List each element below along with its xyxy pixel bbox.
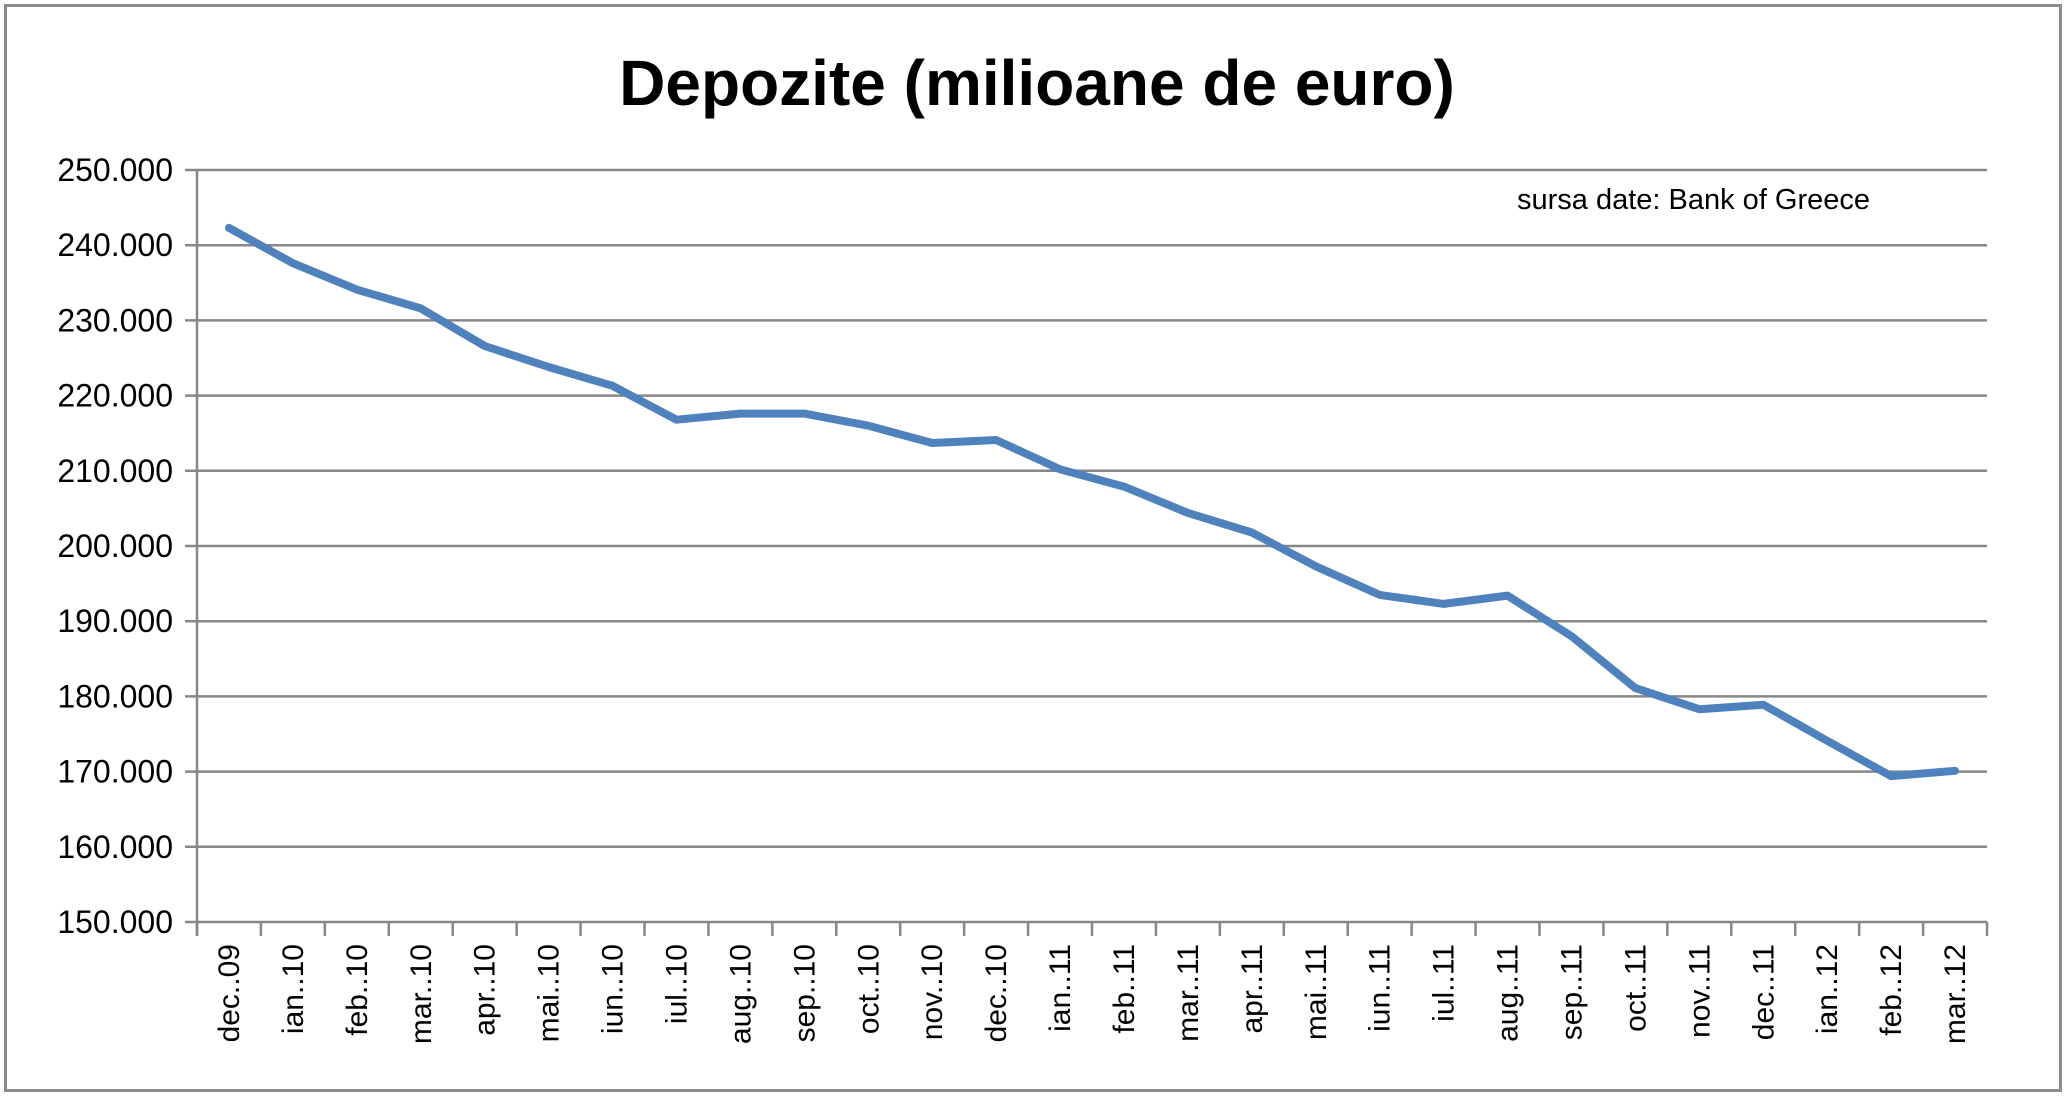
y-tick-label: 170.000 (57, 754, 173, 790)
gridlines (185, 168, 1987, 849)
data-point (1888, 773, 1895, 780)
data-point (1760, 701, 1767, 708)
y-tick-label: 190.000 (57, 603, 173, 639)
data-point (545, 364, 552, 371)
x-tick-label: oct..10 (852, 944, 885, 1034)
x-tick-label: apr..10 (469, 944, 502, 1036)
chart-title: Depozite (milioane de euro) (619, 47, 1455, 119)
data-point (1504, 592, 1511, 599)
data-point (801, 410, 808, 417)
data-point (289, 260, 296, 267)
y-tick-label: 230.000 (57, 302, 173, 338)
x-tick-label: aug..10 (724, 944, 757, 1044)
data-point (865, 422, 872, 429)
x-tick-label: apr..11 (1236, 944, 1269, 1034)
x-tick-label: iun..11 (1364, 944, 1397, 1032)
y-tick-label: 150.000 (57, 904, 173, 940)
y-tick-label: 160.000 (57, 829, 173, 865)
source-annotation: sursa date: Bank of Greece (1517, 184, 1870, 216)
y-tick-label: 210.000 (57, 453, 173, 489)
chart-frame: Depozite (milioane de euro) sursa date: … (4, 4, 2062, 1092)
data-point (1376, 591, 1383, 598)
data-point (929, 439, 936, 446)
data-point (1248, 529, 1255, 536)
data-point (1184, 509, 1191, 516)
data-point (1057, 466, 1064, 473)
series-layer (225, 223, 1959, 781)
x-tick-label: nov..10 (916, 944, 949, 1040)
data-point (673, 416, 680, 423)
x-tick-label: mar..11 (1172, 944, 1205, 1042)
x-tick-label: ian..12 (1811, 944, 1844, 1034)
data-point (1440, 600, 1447, 607)
x-tick-label: ian..10 (277, 944, 310, 1034)
data-point (353, 286, 360, 293)
data-point (1632, 685, 1639, 692)
x-tick-label: iul..10 (660, 944, 693, 1024)
y-tick-labels: 150.000 160.000 170.000 180.000 190.000 200.0… (57, 152, 173, 940)
x-tick-labels: dec..09 ian..10 feb..10 mar..10 apr..10 mai..… (213, 944, 1972, 1044)
x-tick-label: ian..11 (1044, 944, 1077, 1032)
y-tick-label: 240.000 (57, 227, 173, 263)
x-tick-label: feb..10 (341, 944, 374, 1036)
x-tick-label: mai..11 (1300, 944, 1333, 1040)
y-tick-label: 250.000 (57, 152, 173, 188)
x-tick-label: sep..10 (788, 944, 821, 1042)
data-point (1824, 737, 1831, 744)
data-point (993, 436, 1000, 443)
data-point (1568, 633, 1575, 640)
y-tick-label: 200.000 (57, 528, 173, 564)
x-tick-label: mai..10 (533, 944, 566, 1042)
x-tick-label: feb..11 (1108, 944, 1141, 1034)
data-point (417, 305, 424, 312)
y-tick-label: 180.000 (57, 678, 173, 714)
x-tick-label: dec..10 (980, 944, 1013, 1042)
series-line (225, 223, 1959, 781)
data-point (1312, 563, 1319, 570)
x-tick-label: mar..12 (1939, 944, 1972, 1044)
x-tick-label: mar..10 (405, 944, 438, 1044)
data-point (737, 410, 744, 417)
x-tick-label: nov..11 (1683, 944, 1716, 1038)
x-tick-label: aug..11 (1492, 944, 1525, 1042)
axes (185, 170, 1989, 936)
line-chart: Depozite (milioane de euro) sursa date: … (57, 47, 1989, 1044)
y-tick-label: 220.000 (57, 378, 173, 414)
data-point (481, 342, 488, 349)
data-point (1952, 767, 1959, 774)
x-tick-label: sep..11 (1555, 944, 1588, 1040)
x-tick-label: iun..10 (597, 944, 630, 1034)
x-tick-label: oct..11 (1619, 944, 1652, 1032)
data-point (1696, 706, 1703, 713)
x-tick-label: dec..09 (213, 944, 246, 1042)
x-tick-label: iul..11 (1428, 944, 1461, 1022)
data-point (1120, 483, 1127, 490)
data-point (609, 382, 616, 389)
x-tick-label: dec..11 (1747, 944, 1780, 1040)
x-tick-label: feb..12 (1875, 944, 1908, 1036)
data-point (225, 224, 232, 231)
